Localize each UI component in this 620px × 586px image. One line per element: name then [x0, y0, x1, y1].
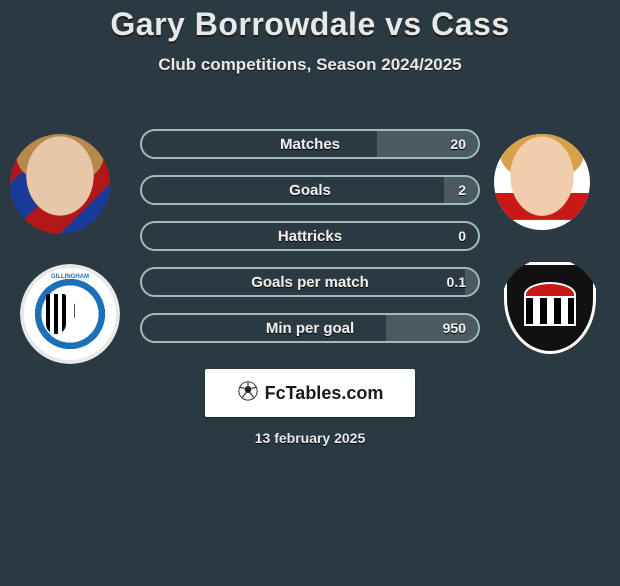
- club-right-badge: [500, 258, 600, 358]
- stat-label: Hattricks: [278, 228, 342, 245]
- player-left-face-placeholder: [10, 134, 110, 234]
- stat-row: Goals per match 0.1: [140, 267, 480, 297]
- stat-value-right: 2: [458, 182, 466, 198]
- club-left-badge: GILLINGHAM: [20, 264, 120, 364]
- player-right-avatar: [494, 134, 590, 230]
- player-left-avatar: [10, 134, 110, 234]
- stat-row: Matches 20: [140, 129, 480, 159]
- stat-value-right: 950: [443, 320, 466, 336]
- page-date: 13 february 2025: [255, 430, 366, 446]
- player-right-face-placeholder: [494, 134, 590, 230]
- branding-card: FcTables.com: [205, 369, 415, 417]
- stat-value-right: 0: [458, 228, 466, 244]
- soccer-ball-icon: [237, 380, 259, 407]
- stat-label: Min per goal: [266, 320, 354, 337]
- stat-row: Goals 2: [140, 175, 480, 205]
- branding-text: FcTables.com: [265, 383, 384, 404]
- stat-row: Hattricks 0: [140, 221, 480, 251]
- stat-value-right: 20: [450, 136, 466, 152]
- stat-label: Goals per match: [251, 274, 369, 291]
- stat-row: Min per goal 950: [140, 313, 480, 343]
- stat-value-right: 0.1: [447, 274, 466, 290]
- page-subtitle: Club competitions, Season 2024/2025: [0, 55, 620, 75]
- stat-label: Goals: [289, 182, 331, 199]
- stat-label: Matches: [280, 136, 340, 153]
- stat-fill-right: [465, 269, 478, 295]
- stats-container: Matches 20 Goals 2 Hattricks 0 Goals per match…: [140, 129, 480, 359]
- page-title: Gary Borrowdale vs Cass: [0, 6, 620, 43]
- club-left-badge-text: GILLINGHAM: [24, 274, 116, 280]
